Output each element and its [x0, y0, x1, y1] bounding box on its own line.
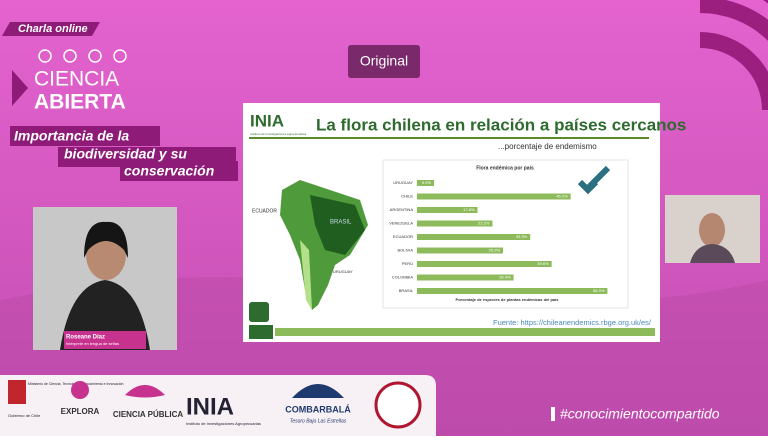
topic-line: biodiversidad y su [64, 146, 187, 162]
value-label: 28.4% [499, 275, 511, 280]
footer-logo: COMBARBALÁ [285, 404, 351, 414]
topic-bg [120, 161, 238, 181]
topic-line: Importancia de la [14, 128, 129, 144]
x-axis-label: Porcentaje de especies de plantas endémi… [456, 297, 560, 302]
ciencia-logo [125, 385, 165, 398]
source: Fuente: https://chileanendemics.rbge.org… [493, 318, 652, 327]
original-button-label[interactable]: Original [360, 53, 408, 69]
tag-bg [2, 22, 100, 36]
map-label: BRASIL [330, 220, 352, 226]
ministry-logo [8, 380, 26, 404]
slide-subtitle: ...porcentaje de endemismo [498, 142, 597, 151]
tag: Charla online [18, 23, 88, 35]
category-label: VENEZUELA [389, 221, 413, 226]
value-label: 17.8% [463, 207, 475, 212]
topic-bg [10, 126, 160, 146]
slide-footer-bar [275, 328, 655, 336]
corner-icon [699, 0, 768, 111]
footer-logo: INIA [186, 393, 234, 420]
category-label: ECUADOR [393, 234, 413, 239]
slide-rule [249, 137, 649, 139]
brand: CIENCIA [34, 68, 119, 91]
person [84, 221, 128, 258]
inia-sub: Instituto de Investigaciones Agropecuari… [186, 421, 261, 426]
bar [417, 193, 571, 200]
dna-icon [249, 302, 269, 322]
person [699, 213, 725, 247]
value-label: 39.6% [537, 261, 549, 266]
bar [417, 288, 608, 294]
slide-title: La flora chilena en relación a países ce… [316, 115, 686, 134]
map [280, 180, 368, 310]
presenter-role: Intérprete en lengua de señas [66, 341, 119, 346]
slide-footer-bar [249, 325, 273, 339]
map-label: URUGUAY [333, 269, 353, 274]
bar [417, 220, 493, 227]
presenter-name: Roseane Díaz [66, 335, 105, 341]
name-tag [64, 331, 146, 349]
value-label: 25.3% [489, 248, 501, 253]
hashtag: #conocimientocompartido [560, 406, 720, 422]
map-chile [300, 240, 312, 310]
category-label: PERÚ [402, 261, 413, 266]
bar [417, 247, 504, 254]
value-label: 45.2% [556, 194, 568, 199]
map-label: ECUADOR [252, 208, 277, 214]
icons [38, 49, 127, 63]
bar [417, 234, 531, 240]
value-label: 22.2% [478, 221, 490, 226]
bar [417, 261, 552, 267]
arrow [577, 165, 611, 195]
category-label: BOLIVIA [397, 248, 413, 253]
category-label: COLOMBIA [392, 275, 413, 280]
combarbala-logo [292, 384, 344, 398]
value-label: 33.3% [516, 234, 528, 239]
value-label: 5.0% [422, 180, 432, 185]
chart-title: Flora endémica por país [476, 165, 534, 171]
person [690, 244, 735, 263]
hashtag-mark [551, 407, 555, 421]
bar [417, 207, 478, 213]
value-label: 56.0% [593, 288, 605, 293]
topic-line: conservación [124, 163, 214, 179]
combarbala-sub: Tesoro Bajo Las Estrellas [290, 418, 347, 424]
original-button[interactable] [348, 45, 420, 78]
school-seal [374, 381, 422, 429]
category-label: BRASIL [399, 288, 414, 293]
footer-logo: EXPLORA [61, 407, 100, 416]
bar [417, 180, 434, 186]
brand: ABIERTA [34, 91, 126, 114]
slide-logo-sub: Instituto de Investigaciones Agropecuari… [250, 132, 307, 136]
map-brasil [310, 195, 365, 255]
explora-logo [71, 381, 89, 399]
category-label: CHILE [401, 194, 413, 199]
bar [417, 274, 514, 281]
slide-logo: INIA [250, 111, 284, 130]
category-label: URUGUAY [393, 180, 413, 185]
category-label: ARGENTINA [390, 207, 414, 212]
brand-arrow [12, 70, 28, 106]
government: Gobierno de Chile [8, 413, 41, 418]
footer-logo: CIENCIA PÚBLICA [113, 410, 184, 419]
topic: Importancia de la biodiversidad y su con… [10, 126, 238, 181]
